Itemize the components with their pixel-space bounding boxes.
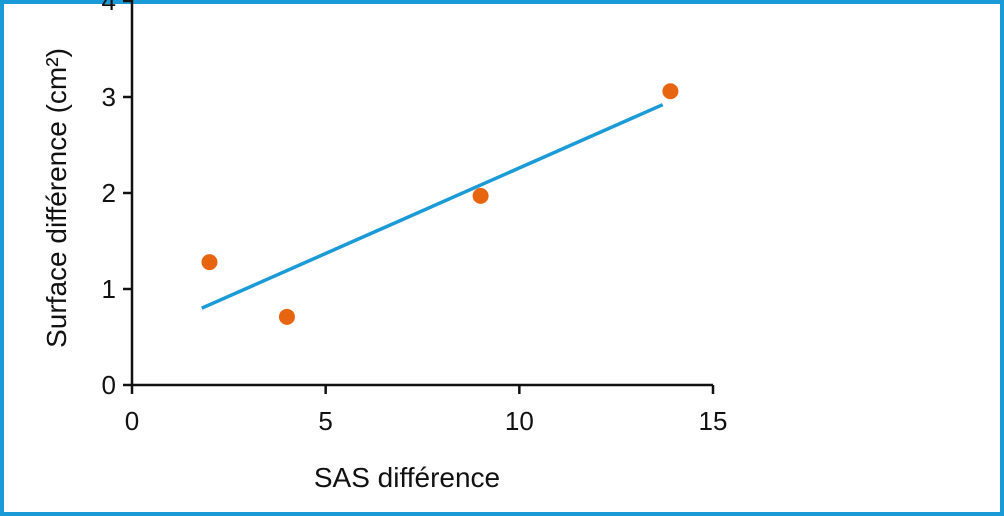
y-axis-label: Surface différence (cm²) <box>41 48 72 348</box>
y-tick-label: 3 <box>102 82 116 112</box>
data-point <box>201 254 218 271</box>
data-points <box>201 83 679 325</box>
data-point <box>662 83 679 100</box>
trendline <box>201 103 664 310</box>
data-point <box>278 308 295 325</box>
y-tick-label: 0 <box>102 370 116 400</box>
x-tick-label: 0 <box>125 406 139 436</box>
trendline-group <box>201 103 664 310</box>
x-axis-label: SAS différence <box>314 462 500 493</box>
axis-ticks: 0 5 10 15 0 1 2 3 4 <box>102 0 728 436</box>
y-tick-label: 2 <box>102 178 116 208</box>
x-tick-label: 5 <box>318 406 332 436</box>
axes <box>130 0 713 387</box>
x-tick-label: 10 <box>505 406 534 436</box>
y-tick-label: 4 <box>102 0 116 16</box>
y-tick-label: 1 <box>102 274 116 304</box>
data-point <box>472 187 489 204</box>
x-tick-label: 15 <box>699 406 728 436</box>
